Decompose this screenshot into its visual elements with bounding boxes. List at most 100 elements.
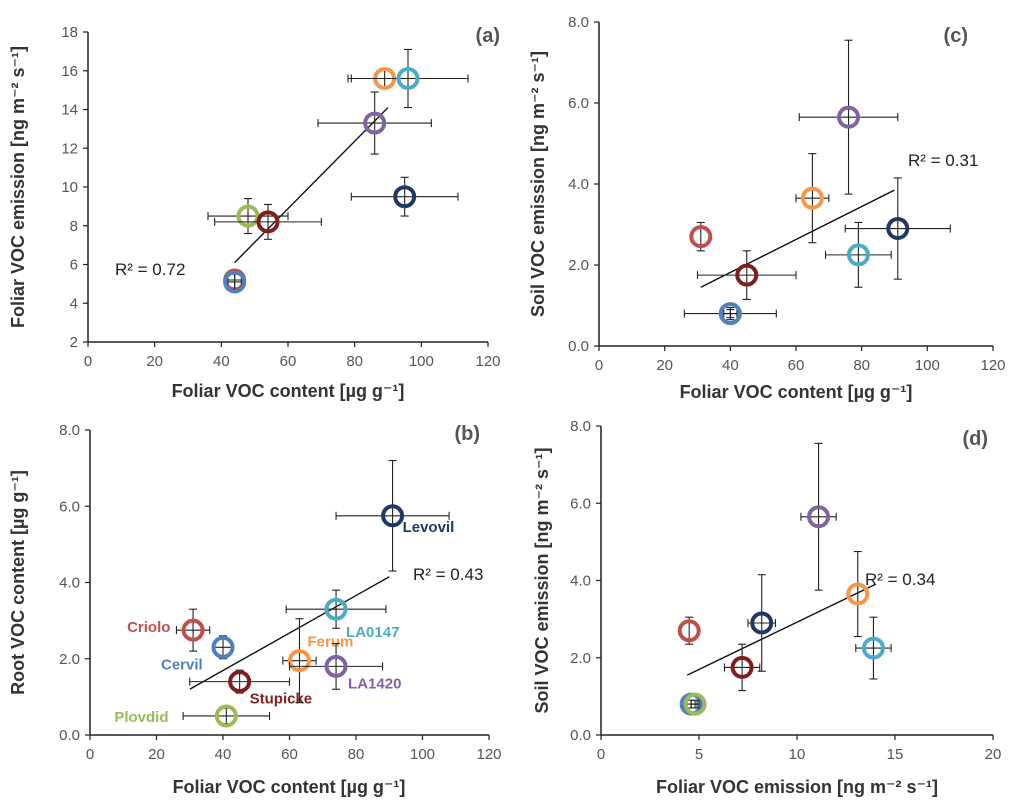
y-tick-label: 6.0 — [570, 495, 591, 512]
x-tick-label: 0 — [597, 746, 605, 763]
y-axis-label: Soil VOC emission [ng m⁻² s⁻¹] — [528, 51, 548, 317]
data-point — [223, 270, 247, 294]
y-tick-label: 8.0 — [59, 422, 80, 439]
y-tick-label: 0.0 — [59, 727, 80, 744]
point-marker — [256, 210, 280, 234]
point-label: Plovdid — [114, 709, 168, 726]
y-axis-label: Root VOC content [µg g⁻¹] — [8, 470, 28, 695]
point-marker — [236, 204, 260, 228]
x-tick-label: 80 — [348, 746, 365, 763]
x-axis-label: Foliar VOC content [µg g⁻¹] — [173, 777, 406, 797]
y-tick-label: 8.0 — [570, 418, 591, 435]
data-point: LA1420 — [288, 642, 401, 692]
point-marker — [677, 619, 701, 643]
point-label: LA0147 — [346, 624, 399, 641]
panel-label: (c) — [944, 25, 968, 47]
point-marker — [837, 105, 861, 129]
point-label: Stupicke — [250, 691, 313, 708]
data-point — [798, 39, 899, 195]
y-tick-label: 2.0 — [568, 257, 589, 274]
y-tick-label: 4.0 — [568, 176, 589, 193]
x-tick-label: 20 — [148, 746, 165, 763]
data-point — [846, 550, 870, 638]
x-tick-label: 120 — [980, 357, 1005, 374]
point-marker — [846, 582, 870, 606]
r-squared-label: R² = 0.34 — [865, 570, 935, 589]
x-tick-label: 40 — [215, 746, 232, 763]
x-tick-label: 20 — [985, 746, 1002, 763]
data-point — [683, 692, 707, 716]
data-point — [747, 574, 776, 672]
r-squared-label: R² = 0.43 — [413, 565, 483, 584]
data-point: Criolo — [127, 608, 211, 652]
x-tick-label: 80 — [346, 353, 363, 370]
panel-label: (a) — [476, 25, 500, 47]
x-axis-label: Foliar VOC content [µg g⁻¹] — [680, 382, 913, 402]
data-point — [795, 153, 830, 244]
y-tick-label: 4.0 — [570, 573, 591, 590]
x-tick-label: 60 — [788, 357, 805, 374]
point-marker — [181, 618, 205, 642]
data-point: Plovdid — [114, 704, 271, 728]
point-marker — [718, 302, 742, 326]
data-point: Cervil — [161, 635, 235, 673]
x-tick-label: 120 — [476, 746, 501, 763]
trendline — [189, 576, 390, 690]
data-point — [824, 221, 892, 288]
point-label: Cervil — [161, 656, 203, 673]
y-tick-label: 16 — [61, 63, 78, 80]
x-tick-label: 20 — [656, 357, 673, 374]
point-marker — [211, 635, 235, 659]
data-point — [317, 91, 432, 155]
trendline — [700, 189, 895, 288]
x-tick-label: 40 — [213, 353, 230, 370]
point-marker — [750, 611, 774, 635]
data-point — [350, 176, 459, 217]
data-point: LA0147 — [285, 589, 399, 641]
y-tick-label: 2.0 — [59, 651, 80, 668]
y-tick-label: 6 — [70, 257, 78, 274]
data-point — [347, 48, 469, 109]
x-tick-label: 120 — [475, 353, 500, 370]
x-tick-label: 60 — [280, 353, 297, 370]
point-marker — [324, 597, 348, 621]
data-point: Stupicke — [189, 669, 313, 708]
point-marker — [846, 243, 870, 267]
panel-c: 0 20 40 60 80 100 120 0.0 2.0 4.0 6.0 8.0 Foliar VOC… — [528, 14, 1006, 402]
panel-label: (d) — [962, 428, 988, 450]
x-tick-label: 0 — [86, 746, 94, 763]
data-point — [677, 616, 701, 645]
trendline — [234, 107, 389, 264]
y-tick-label: 2.0 — [570, 650, 591, 667]
r-squared-label: R² = 0.72 — [115, 260, 185, 279]
y-tick-label: 14 — [61, 102, 78, 119]
x-tick-label: 5 — [695, 746, 703, 763]
data-point — [800, 442, 837, 591]
panel-d: 0 5 10 15 20 0.0 2.0 4.0 6.0 8.0 Foliar VOC emissi… — [532, 418, 1001, 797]
y-tick-label: 8.0 — [568, 14, 589, 31]
point-marker — [800, 186, 824, 210]
y-axis-label: Foliar VOC emission [ng m⁻² s⁻¹] — [8, 46, 28, 328]
x-axis-label: Foliar VOC content [µg g⁻¹] — [172, 381, 405, 401]
x-tick-label: 100 — [409, 353, 434, 370]
panel-a: 0 20 40 60 80 100 120 2 4 6 8 10 12 14 16 18 Foliar VOC … — [8, 24, 501, 401]
data-point — [844, 177, 951, 280]
trendline — [686, 583, 876, 676]
point-marker — [861, 636, 885, 660]
y-tick-label: 12 — [61, 140, 78, 157]
x-tick-label: 0 — [595, 357, 603, 374]
point-marker — [381, 504, 405, 528]
y-tick-label: 8 — [70, 218, 78, 235]
point-marker — [730, 655, 754, 679]
point-label: Criolo — [127, 619, 170, 636]
y-tick-label: 18 — [61, 24, 78, 41]
point-marker — [363, 111, 387, 135]
data-point: Levovil — [335, 459, 454, 572]
data-point: Ferum — [282, 618, 353, 704]
x-tick-label: 0 — [84, 353, 92, 370]
y-tick-label: 6.0 — [59, 498, 80, 515]
point-marker — [324, 654, 348, 678]
y-tick-label: 0.0 — [568, 338, 589, 355]
data-point — [696, 250, 797, 300]
